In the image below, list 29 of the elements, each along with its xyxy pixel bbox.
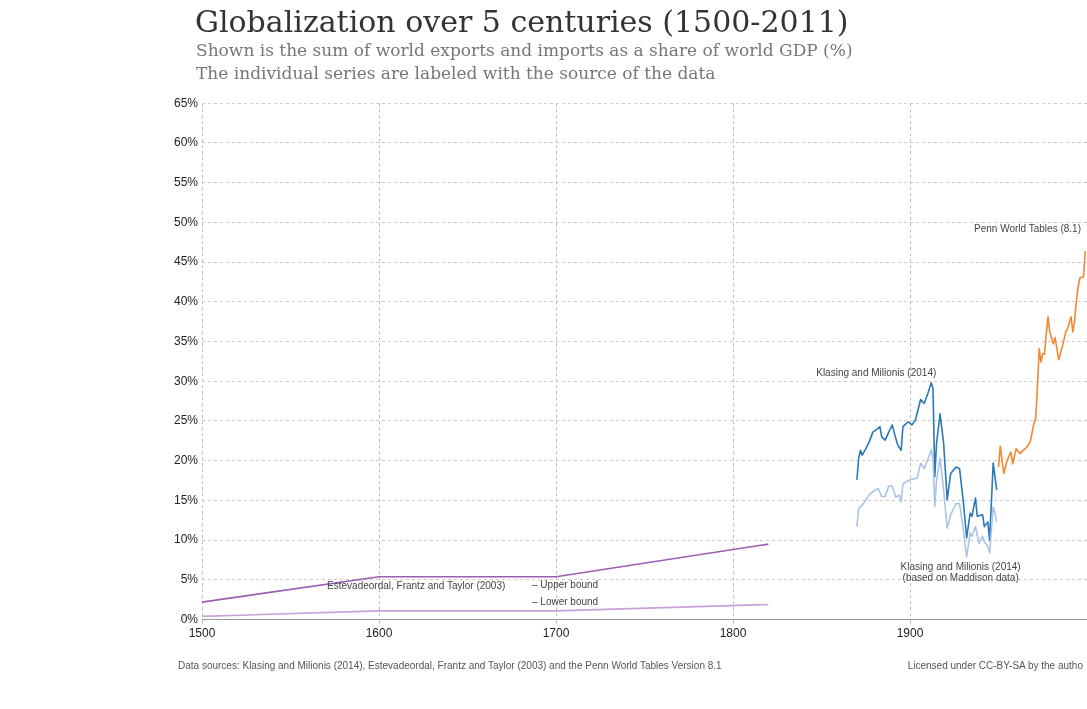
y-tick-label: 0% [180,611,199,626]
annotation: Estevadeordal, Frantz and Taylor (2003) [327,580,506,592]
x-tick-label: 1900 [896,626,924,641]
y-tick-label: 40% [173,294,199,309]
text: Data sources: Klasing and Milionis (2014), Estevadeordal, Frantz and Taylor (2003) and the Penn World Tables Version 8.1 [178,660,722,671]
y-tick-label: 15% [173,492,199,507]
series-label: Penn World Tables (8.1) [974,222,1081,234]
y-tick-label: 25% [173,413,199,428]
y-tick-label: 45% [173,254,199,269]
y-tick-label: 35% [173,333,199,348]
y-tick-label: 65% [173,95,199,110]
series-label: Klasing and Milionis (2014) [816,366,937,378]
y-tick-label: 55% [173,174,199,189]
series-label: – Upper bound [532,579,599,591]
chart-title: Globalization over 5 centuries (1500-2011) [195,4,849,39]
y-tick-label: 30% [173,373,199,388]
x-tick-label: 1500 [188,626,216,641]
x-tick-label: 1600 [365,626,393,641]
series-label: – Lower bound [532,595,599,607]
series-label: Klasing and Milionis (2014) (based on Maddison data) [900,560,1021,583]
y-tick-label: 50% [173,214,199,229]
chart-subtitle: Shown is the sum of world exports and imports as a share of world GDP (%) The individual series are labeled with the source of the data [196,39,853,85]
y-tick-label: 60% [173,135,199,150]
y-tick-label: 5% [180,572,199,587]
y-tick-label: 20% [173,453,199,468]
text: Licensed under CC-BY-SA by the autho [907,660,1083,671]
x-tick-label: 1800 [719,626,747,641]
x-tick-label: 1700 [542,626,570,641]
y-tick-label: 10% [173,532,199,547]
